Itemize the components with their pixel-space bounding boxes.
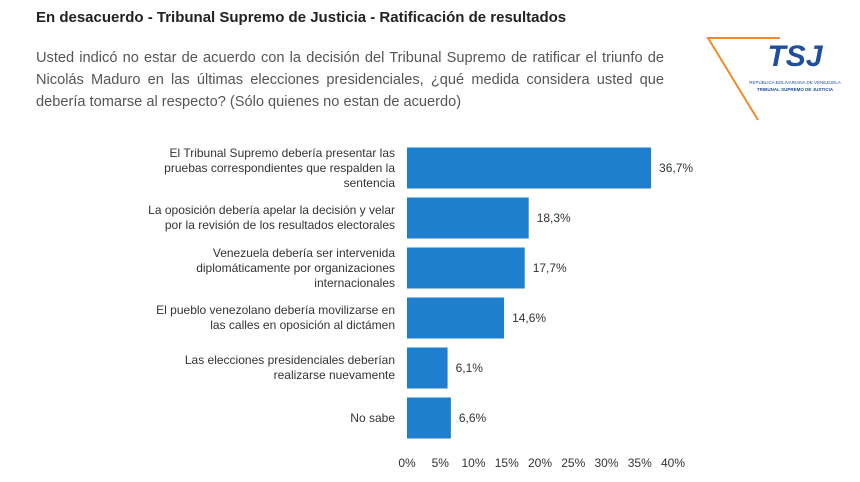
value-label: 6,6% (459, 411, 487, 425)
value-label: 17,7% (533, 261, 567, 275)
x-tick-label: 25% (561, 456, 585, 470)
bar (407, 397, 451, 439)
y-tick-label: No sabe (350, 410, 395, 425)
y-tick-label: El Tribunal Supremo debería presentar la… (164, 145, 395, 190)
x-tick-label: 40% (661, 456, 685, 470)
x-tick-label: 35% (628, 456, 652, 470)
logo-text: REPÚBLICA BOLIVARIANA DE VENEZUELA (749, 79, 840, 85)
y-tick-label: Las elecciones presidenciales deberían r… (184, 353, 395, 382)
y-tick-label: La oposición debería apelar la decisión … (148, 203, 395, 232)
value-label: 6,1% (456, 361, 484, 375)
logo-frame (706, 37, 780, 121)
value-label: 18,3% (537, 211, 571, 225)
logo-text: TRIBUNAL SUPREMO DE JUSTICIA (757, 87, 834, 92)
x-tick-label: 10% (461, 456, 485, 470)
chart-title: En desacuerdo - Tribunal Supremo de Just… (36, 9, 567, 26)
x-tick-label: 5% (432, 456, 450, 470)
y-tick-label: Venezuela debería ser intervenida diplom… (196, 245, 395, 290)
logo-mark: TSJ (767, 40, 823, 73)
bar (407, 297, 505, 339)
x-tick-label: 20% (528, 456, 552, 470)
value-label: 14,6% (512, 311, 546, 325)
chart-subtitle: Usted indicó no estar de acuerdo con la … (36, 50, 664, 110)
x-tick-label: 30% (594, 456, 618, 470)
bar (407, 147, 652, 189)
value-label: 36,7% (659, 161, 693, 175)
bar (407, 347, 448, 389)
bar (407, 247, 525, 289)
bar (407, 197, 529, 239)
y-tick-label: El pueblo venezolano debería movilizarse… (156, 303, 395, 332)
x-tick-label: 15% (495, 456, 519, 470)
x-tick-label: 0% (398, 456, 416, 470)
